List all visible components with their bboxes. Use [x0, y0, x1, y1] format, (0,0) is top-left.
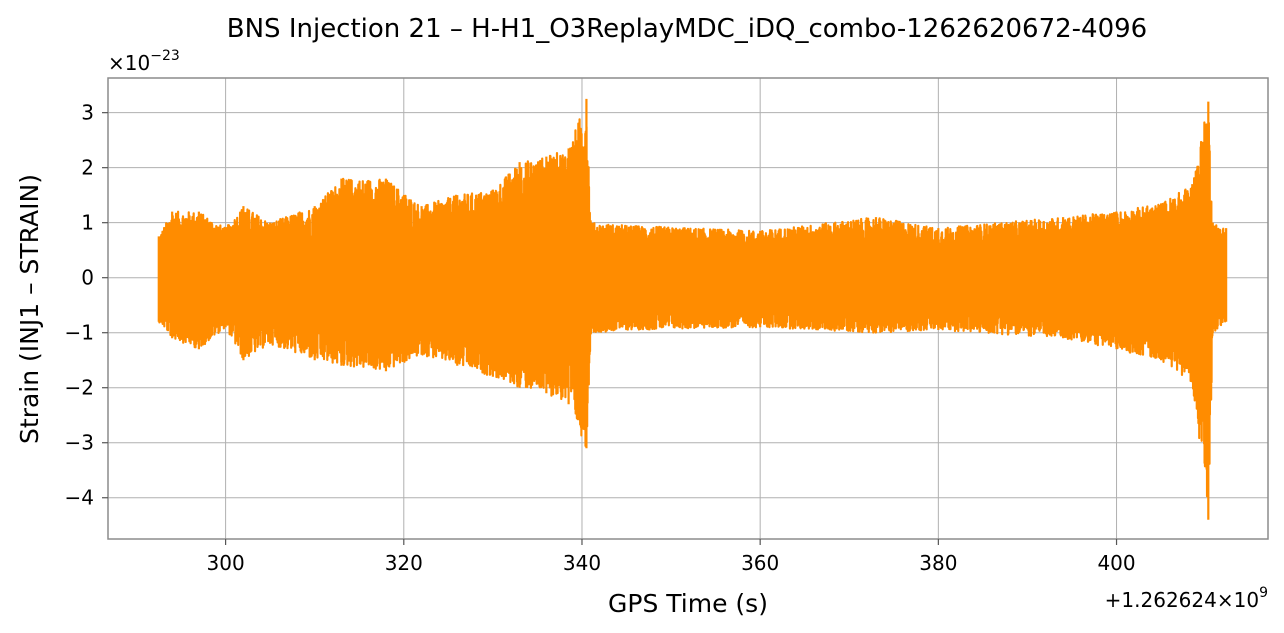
chart-title: BNS Injection 21 – H-H1_O3ReplayMDC_iDQ_… [227, 14, 1147, 44]
y-scale-base: ×10 [108, 51, 150, 75]
ticks: 300 320 340 360 380 400 3 2 1 0 −1 −2 −3 −4 [65, 101, 1136, 575]
series-layer [157, 98, 1228, 520]
x-axis-label: GPS Time (s) [608, 589, 768, 618]
x-offset-label: +1.262624×109 [1105, 585, 1268, 612]
x-tick-label: 340 [563, 551, 601, 575]
y-tick-label: −2 [65, 376, 94, 400]
y-axis-label: Strain (INJ1 – STRAIN) [15, 174, 44, 444]
x-tick-label: 320 [385, 551, 423, 575]
y-tick-label: −1 [65, 321, 94, 345]
y-tick-label: 0 [81, 266, 94, 290]
y-scale-label: ×10−23 [108, 48, 180, 75]
x-offset-exponent: 9 [1259, 585, 1268, 601]
strain-series-line [157, 98, 1228, 520]
y-tick-label: 1 [81, 211, 94, 235]
y-tick-label: 2 [81, 156, 94, 180]
x-tick-label: 380 [919, 551, 957, 575]
y-tick-label: −4 [65, 486, 94, 510]
x-tick-label: 400 [1097, 551, 1135, 575]
x-tick-label: 360 [741, 551, 779, 575]
y-tick-label: −3 [65, 431, 94, 455]
plot-frame [107, 77, 1269, 540]
x-offset-base: +1.262624×10 [1105, 588, 1259, 612]
y-tick-label: 3 [81, 101, 94, 125]
x-tick-label: 300 [207, 551, 245, 575]
y-scale-exponent: −23 [150, 48, 180, 64]
